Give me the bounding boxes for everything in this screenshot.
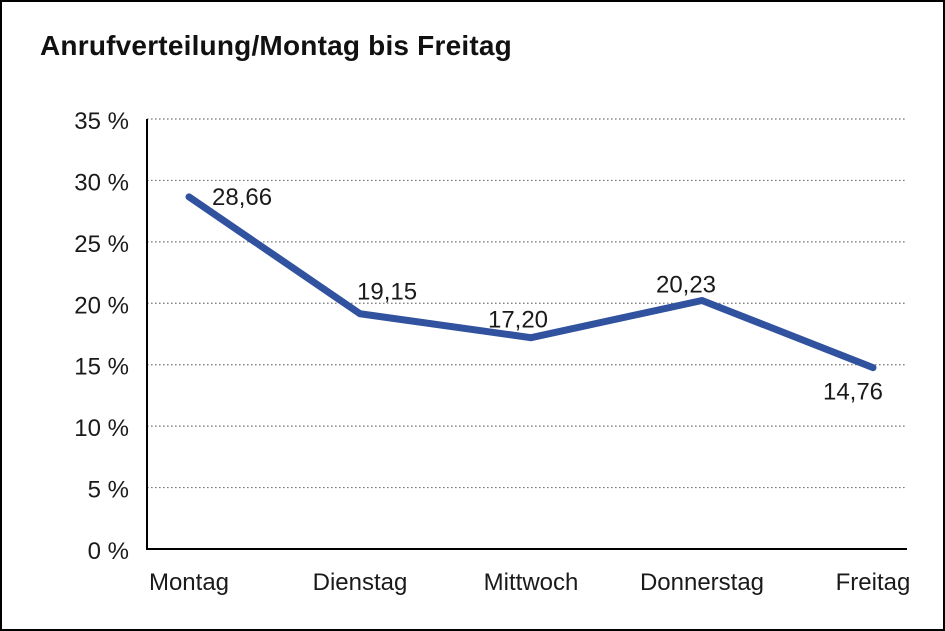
y-tick-label: 30 %	[74, 169, 129, 196]
y-tick-label: 10 %	[74, 415, 129, 442]
x-axis-label: Freitag	[836, 569, 911, 596]
data-label: 14,76	[823, 379, 883, 406]
y-tick-label: 20 %	[74, 292, 129, 319]
x-axis-label: Dienstag	[313, 569, 408, 596]
y-tick-label: 0 %	[88, 538, 129, 565]
y-tick-label: 35 %	[74, 108, 129, 135]
chart-title: Anrufverteilung/Montag bis Freitag	[40, 30, 512, 61]
x-axis-label: Donnerstag	[640, 569, 764, 596]
y-tick-label: 15 %	[74, 354, 129, 381]
x-axis-label: Montag	[149, 569, 229, 596]
data-label: 19,15	[357, 279, 417, 306]
y-tick-label: 5 %	[88, 477, 129, 504]
x-axis-label: Mittwoch	[484, 569, 579, 596]
data-label: 20,23	[656, 271, 716, 298]
y-tick-label: 25 %	[74, 231, 129, 258]
data-line	[185, 193, 877, 372]
data-label: 17,20	[488, 307, 548, 334]
data-label: 28,66	[212, 184, 272, 211]
